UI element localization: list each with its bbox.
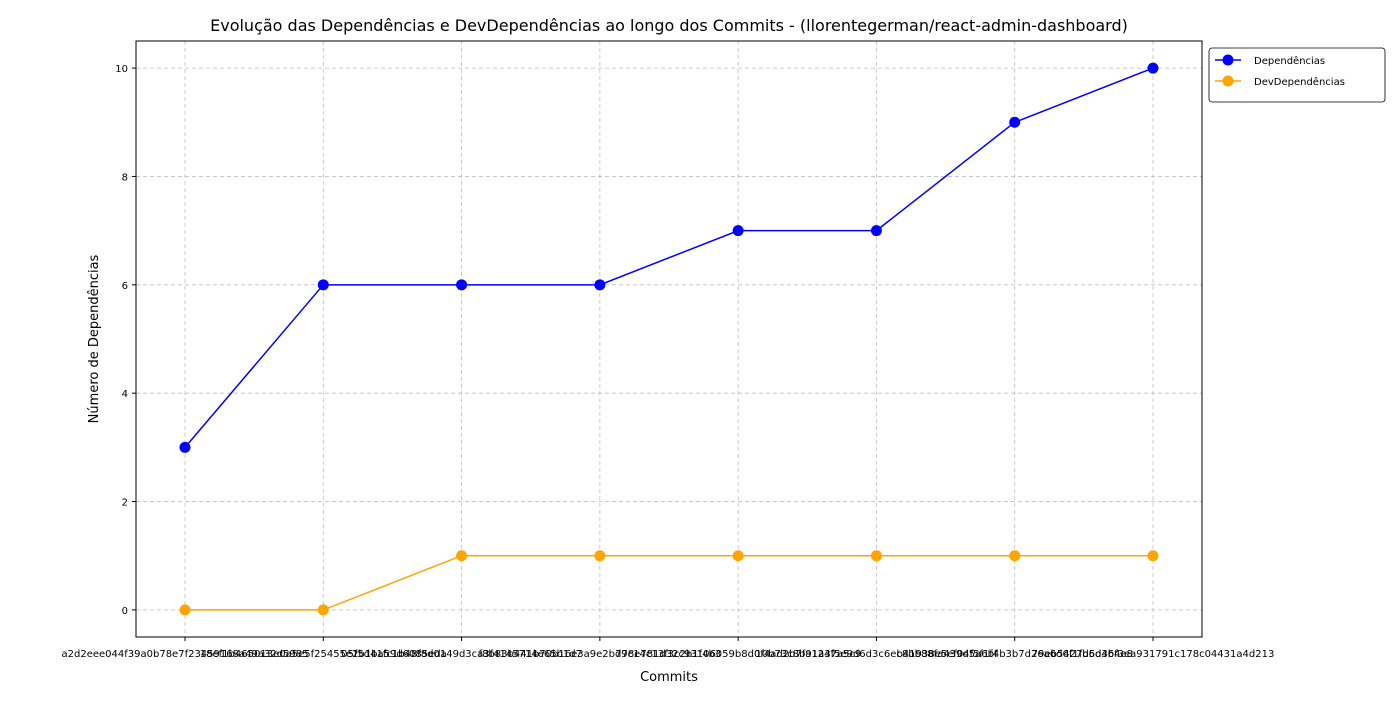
data-point-1 [317, 279, 329, 291]
data-point-1 [870, 225, 882, 237]
x-tick-label: b41938e5ef04f5f1f4b3b7d26a6d6f1fb6d3b4e8 [896, 649, 1132, 660]
data-point-1 [594, 279, 606, 291]
data-point-1 [179, 441, 191, 453]
data-point-2 [594, 550, 606, 562]
legend-label: Dependências [1254, 55, 1325, 67]
data-point-2 [317, 604, 329, 616]
legend-box [1208, 47, 1386, 103]
y-tick-label: 6 [122, 281, 128, 292]
x-tick-label: 778e781d32c93106059b8d0f4ad2b7fa1247a5c9 [615, 649, 861, 660]
data-point-2 [1009, 550, 1021, 562]
y-tick-label: 0 [122, 606, 128, 617]
y-tick-label: 10 [115, 64, 128, 75]
y-tick-label: 2 [122, 498, 128, 509]
series-line-2 [185, 554, 1153, 611]
chart-title: Evolução das Dependências e DevDependênc… [210, 16, 1128, 35]
plot-frame [135, 40, 1203, 638]
tick-labels: 0 2 4 6 8 10 a2d2eee044f39a0b78e7f23459168a49a… [62, 64, 1275, 660]
x-tick-label: 05f5d41fc1b48f8d0149d3ca3f4145714e65b1d7 [341, 649, 582, 660]
data-point-2 [179, 604, 191, 616]
x-tick-label: 18ef1b465013e0a5e5f25455e2b1ba59d6085eda [200, 649, 447, 660]
x-tick-label: a2d2eee044f39a0b78e7f23459168a49a32d5985 [62, 649, 309, 660]
x-axis-label: Commits [640, 670, 698, 685]
legend-marker [1222, 75, 1234, 87]
series-line-1 [184, 67, 1154, 448]
data-point-2 [456, 550, 468, 562]
data-point-1 [1009, 116, 1021, 128]
x-tick-label: 10b73c8b91a3f5e9d6d3c6ec8bb88fa439d5a6bf [755, 649, 998, 660]
data-point-1 [732, 225, 744, 237]
series-layer [179, 62, 1159, 616]
y-tick-label: 4 [122, 389, 128, 400]
x-tick-label: 79eb5427d5d46f3ea931791c178c04431a4d213 [1032, 649, 1275, 660]
data-point-1 [1147, 62, 1159, 74]
legend-marker [1222, 54, 1234, 66]
y-tick-label: 8 [122, 172, 128, 183]
data-point-2 [732, 550, 744, 562]
axes [135, 40, 1203, 638]
data-point-2 [870, 550, 882, 562]
data-point-2 [1147, 550, 1159, 562]
y-axis-label: Número de Dependências [87, 254, 102, 423]
legend: Dependências DevDependências [1208, 47, 1386, 103]
legend-label: DevDependências [1254, 76, 1345, 88]
data-point-1 [456, 279, 468, 291]
x-tick-label: f8b83b441b70b16e3a9e2bd9c14c13f3c2b1f4b3 [479, 649, 722, 660]
